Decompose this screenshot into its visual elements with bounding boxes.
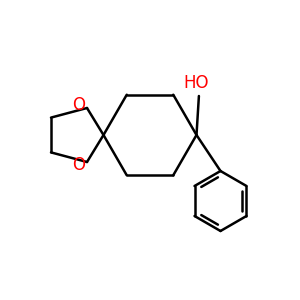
- Text: O: O: [72, 156, 85, 174]
- Text: HO: HO: [183, 74, 209, 92]
- Text: O: O: [72, 96, 85, 114]
